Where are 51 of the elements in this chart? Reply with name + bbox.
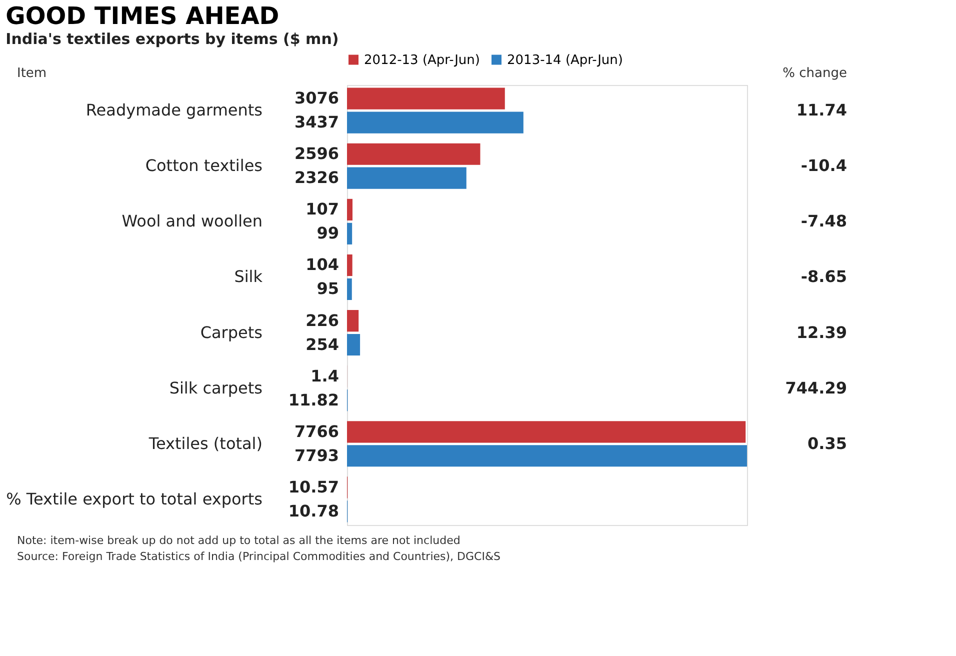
data-label: 1.4 (310, 366, 339, 386)
y-tick-label: % Textile export to total exports (6, 489, 262, 508)
y2-tick-label: -7.48 (800, 212, 847, 231)
data-label: 7793 (294, 446, 339, 465)
y2-tick-label: 744.29 (785, 378, 847, 398)
text: GOOD TIMES AHEAD (6, 2, 280, 30)
bar (347, 334, 360, 356)
data-label: 99 (316, 224, 339, 243)
legend-label: 2013-14 (Apr-Jun) (507, 52, 623, 68)
bar (347, 143, 480, 165)
y-axis-title: Item (17, 66, 47, 81)
y-tick-label: Silk carpets (169, 378, 262, 398)
data-label: 226 (306, 310, 339, 330)
data-label: 104 (306, 255, 339, 274)
bar (347, 112, 524, 134)
bar (347, 88, 505, 110)
data-label: 3437 (294, 112, 339, 132)
source-note: Source: Foreign Trade Statistics of India (Principal Commodities and Countries), DGCI&S (17, 550, 501, 563)
y2-tick-label: -10.4 (800, 156, 847, 176)
bar (347, 310, 359, 332)
data-label: 7766 (294, 422, 339, 441)
y2-tick-label: 11.74 (796, 100, 847, 120)
y2-axis-title: % change (782, 66, 847, 81)
data-label: 107 (306, 200, 339, 219)
data-label: 10.57 (288, 477, 339, 496)
data-label: 254 (306, 334, 339, 354)
data-label: 3076 (294, 88, 339, 108)
y2-tick-label: -8.65 (800, 267, 847, 286)
y-tick-label: Readymade garments (86, 100, 262, 120)
y-tick-label: Silk (234, 267, 264, 286)
bar (347, 278, 352, 300)
bar (347, 198, 352, 220)
bar (347, 445, 747, 467)
bar (347, 421, 746, 443)
y-tick-label: Cotton textiles (145, 156, 262, 176)
y-tick-label: Carpets (200, 322, 262, 342)
data-label: 2596 (294, 144, 339, 164)
y-tick-label: Textiles (total) (148, 434, 262, 453)
text: India's textiles exports by items ($ mn) (6, 30, 339, 48)
bar (347, 167, 466, 189)
y-tick-label: Wool and woollen (122, 212, 262, 231)
y2-tick-label: 12.39 (796, 322, 847, 342)
text: Note: item-wise break up do not add up to total as all the items are not included (17, 534, 460, 547)
bar (347, 222, 352, 244)
data-label: 95 (316, 279, 339, 298)
data-label: 2326 (294, 168, 339, 188)
y2-tick-label: 0.35 (808, 434, 847, 453)
legend-label: 2012-13 (Apr-Jun) (364, 52, 480, 68)
data-label: 10.78 (288, 501, 339, 520)
data-label: 11.82 (288, 390, 339, 410)
bar (347, 254, 352, 276)
